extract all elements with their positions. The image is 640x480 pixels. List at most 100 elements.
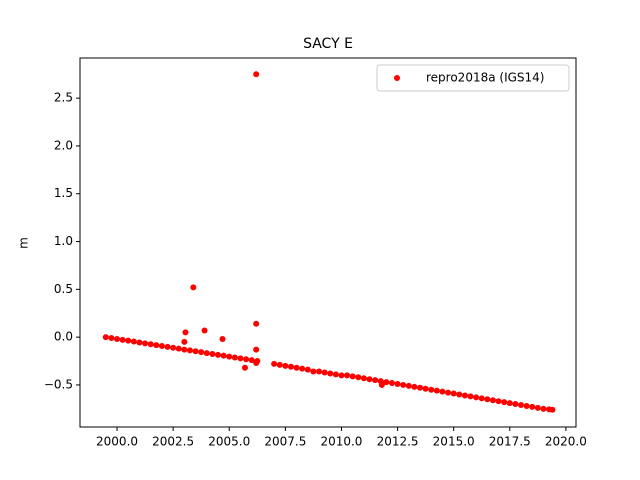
legend-box <box>376 64 570 92</box>
point <box>489 397 496 404</box>
point <box>142 340 149 347</box>
x-tick-label: 2005.0 <box>208 435 250 449</box>
y-tick-label: −0.5 <box>44 377 73 391</box>
point <box>332 371 339 378</box>
y-tick-label: 2.0 <box>54 138 73 152</box>
point <box>523 402 530 409</box>
legend-marker <box>394 75 400 81</box>
y-tick-label: 1.0 <box>54 234 73 248</box>
point <box>209 350 216 357</box>
x-tick-label: 2012.5 <box>377 435 419 449</box>
y-tick-label: 1.5 <box>54 186 73 200</box>
legend-label: repro2018a (IGS14) <box>426 71 544 85</box>
point <box>529 403 536 410</box>
point <box>304 366 311 373</box>
point <box>114 335 121 342</box>
y-tick-label: 2.5 <box>54 91 73 105</box>
point <box>366 376 373 383</box>
point <box>422 385 429 392</box>
point <box>501 399 508 406</box>
x-tick-label: 2017.5 <box>489 435 531 449</box>
point <box>478 395 485 402</box>
x-tick-label: 2002.5 <box>152 435 194 449</box>
point <box>253 320 260 327</box>
point <box>243 356 250 363</box>
point <box>484 396 491 403</box>
point <box>549 406 556 413</box>
point <box>181 338 188 345</box>
point <box>164 343 171 350</box>
point <box>299 365 306 372</box>
point <box>445 389 452 396</box>
y-axis-label: m <box>17 237 31 249</box>
point <box>190 284 197 291</box>
point <box>405 382 412 389</box>
point <box>276 361 283 368</box>
point <box>219 336 226 343</box>
point <box>411 383 418 390</box>
point <box>241 364 248 371</box>
point <box>192 348 199 355</box>
point <box>201 327 208 334</box>
point <box>293 364 300 371</box>
point <box>461 392 468 399</box>
plot-frame <box>79 57 577 428</box>
point <box>130 338 137 345</box>
point <box>344 372 351 379</box>
point <box>231 354 238 361</box>
point <box>181 346 188 353</box>
point <box>237 355 244 362</box>
x-tick-label: 2010.0 <box>320 435 362 449</box>
point <box>310 368 317 375</box>
point <box>253 71 260 78</box>
point <box>287 363 294 370</box>
point <box>518 402 525 409</box>
point <box>170 344 177 351</box>
point <box>473 394 480 401</box>
point <box>282 362 289 369</box>
point <box>456 391 463 398</box>
point <box>512 401 519 408</box>
point <box>428 386 435 393</box>
point <box>153 342 160 349</box>
point <box>108 335 115 342</box>
point <box>506 400 513 407</box>
point <box>388 380 395 387</box>
point <box>534 404 541 411</box>
x-tick-label: 2000.0 <box>96 435 138 449</box>
x-tick-label: 2007.5 <box>264 435 306 449</box>
point <box>439 388 446 395</box>
point <box>203 350 210 357</box>
point <box>271 360 278 367</box>
point <box>349 373 356 380</box>
point <box>467 393 474 400</box>
point <box>450 390 457 397</box>
y-tick-label: 0.0 <box>54 330 73 344</box>
point <box>433 387 440 394</box>
y-tick-label: 0.5 <box>54 282 73 296</box>
x-tick-label: 2015.0 <box>433 435 475 449</box>
point <box>540 405 547 412</box>
point <box>175 345 182 352</box>
point <box>338 372 345 379</box>
point <box>102 334 109 341</box>
point <box>355 374 362 381</box>
point <box>495 398 502 405</box>
point <box>158 343 165 350</box>
point <box>372 377 379 384</box>
point <box>136 339 143 346</box>
point <box>378 381 385 388</box>
point <box>182 329 189 336</box>
point <box>253 359 260 366</box>
point <box>394 380 401 387</box>
point <box>220 352 227 359</box>
chart-title: SACY E <box>303 36 353 52</box>
point <box>321 369 328 376</box>
point <box>253 346 260 353</box>
point <box>147 341 154 348</box>
point <box>417 384 424 391</box>
point <box>186 347 193 354</box>
point <box>198 349 205 356</box>
point <box>327 370 334 377</box>
